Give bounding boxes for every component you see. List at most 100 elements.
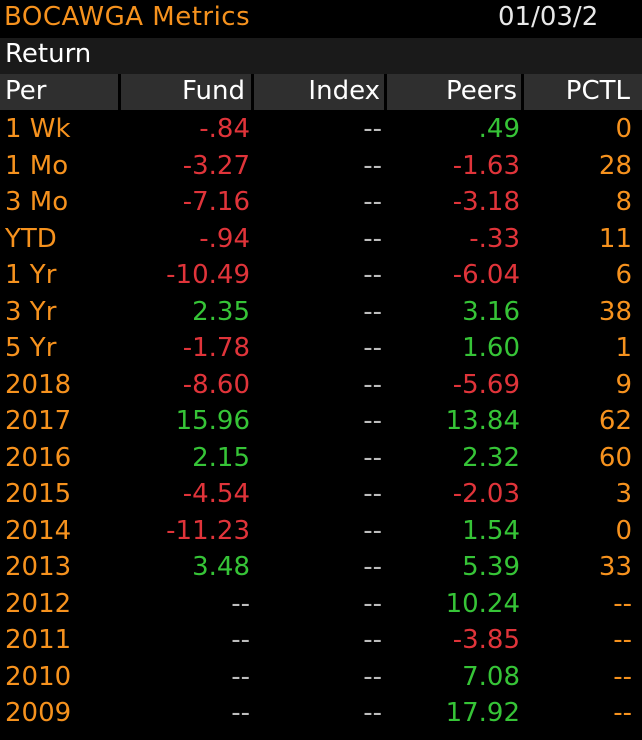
column-header-index[interactable]: Index (254, 74, 384, 110)
fund-cell: -.94 (199, 223, 250, 254)
table-row[interactable]: 2014 -11.23 -- 1.54 0 (0, 513, 642, 550)
per-cell: 2012 (5, 588, 72, 619)
per-cell: 2017 (5, 406, 72, 436)
index-cell: -- (363, 442, 382, 473)
per-cell: 3 Mo (5, 187, 69, 217)
index-cell: -- (363, 552, 382, 582)
index-cell: -- (363, 369, 382, 400)
index-cell: -- (363, 114, 382, 144)
per-cell: 1 Mo (5, 150, 69, 181)
column-header-pctl-label: PCTL (565, 76, 630, 106)
peers-cell: 13.84 (445, 406, 520, 436)
fund-cell: -3.27 (182, 150, 250, 181)
table-row[interactable]: 2011 -- -- -3.85 -- (0, 622, 642, 659)
index-cell: -- (363, 588, 382, 619)
peers-cell: -1.63 (452, 150, 520, 181)
table-row[interactable]: 2018 -8.60 -- -5.69 9 (0, 367, 642, 404)
pctl-cell: 38 (598, 296, 632, 327)
title-bar: BOCAWGA Metrics 01/03/2 (0, 0, 642, 38)
fund-cell: -1.78 (182, 333, 250, 363)
index-cell: -- (363, 150, 382, 181)
pctl-cell: 33 (598, 552, 632, 582)
fund-cell: 3.48 (192, 552, 250, 582)
peers-cell: 3.16 (462, 296, 520, 327)
table-row[interactable]: 5 Yr -1.78 -- 1.60 1 (0, 330, 642, 367)
peers-cell: .49 (478, 114, 520, 144)
per-cell: 2010 (5, 661, 72, 692)
peers-cell: 2.32 (462, 442, 520, 473)
table-row[interactable]: 2015 -4.54 -- -2.03 3 (0, 476, 642, 513)
fund-cell: 2.15 (192, 442, 250, 473)
table-row[interactable]: 2017 15.96 -- 13.84 62 (0, 403, 642, 440)
column-header-index-label: Index (308, 76, 380, 106)
peers-cell: 17.92 (445, 698, 520, 728)
table-row[interactable]: 2016 2.15 -- 2.32 60 (0, 440, 642, 477)
index-cell: -- (363, 223, 382, 254)
column-header-peers[interactable]: Peers (387, 74, 521, 110)
fund-cell: -- (231, 661, 250, 692)
index-cell: -- (363, 515, 382, 546)
fund-cell: -7.16 (182, 187, 250, 217)
pctl-cell: 0 (615, 114, 632, 144)
per-cell: 3 Yr (5, 296, 57, 327)
fund-cell: 15.96 (175, 406, 250, 436)
per-cell: 1 Wk (5, 114, 71, 144)
peers-cell: 1.60 (462, 333, 520, 363)
pctl-cell: 60 (598, 442, 632, 473)
window-title: BOCAWGA Metrics (4, 2, 251, 32)
pctl-cell: 6 (615, 260, 632, 290)
per-cell: 2014 (5, 515, 72, 546)
table-row[interactable]: YTD -.94 -- -.33 11 (0, 221, 642, 258)
index-cell: -- (363, 661, 382, 692)
table-row[interactable]: 2010 -- -- 7.08 -- (0, 659, 642, 696)
fund-cell: -- (231, 698, 250, 728)
per-cell: 2009 (5, 698, 72, 728)
per-cell: 2015 (5, 479, 72, 509)
pctl-cell: 11 (598, 223, 632, 254)
peers-cell: -3.85 (452, 625, 520, 655)
pctl-cell: -- (613, 661, 632, 692)
pctl-cell: 28 (598, 150, 632, 181)
table-row[interactable]: 1 Yr -10.49 -- -6.04 6 (0, 257, 642, 294)
index-cell: -- (363, 698, 382, 728)
column-header-pctl[interactable]: PCTL (524, 74, 642, 110)
pctl-cell: 9 (615, 369, 632, 400)
column-header-per[interactable]: Per (0, 74, 118, 110)
fund-cell: 2.35 (192, 296, 250, 327)
per-cell: 2011 (5, 625, 72, 655)
table-row[interactable]: 2013 3.48 -- 5.39 33 (0, 549, 642, 586)
index-cell: -- (363, 187, 382, 217)
index-cell: -- (363, 406, 382, 436)
table-row[interactable]: 3 Mo -7.16 -- -3.18 8 (0, 184, 642, 221)
pctl-cell: -- (613, 698, 632, 728)
fund-cell: -10.49 (166, 260, 250, 290)
date-label: 01/03/2 (498, 2, 599, 32)
per-cell: 2013 (5, 552, 72, 582)
index-cell: -- (363, 296, 382, 327)
per-cell: YTD (5, 223, 57, 254)
section-label: Return (5, 39, 92, 69)
index-cell: -- (363, 260, 382, 290)
pctl-cell: 1 (615, 333, 632, 363)
table-row[interactable]: 2012 -- -- 10.24 -- (0, 586, 642, 623)
fund-cell: -11.23 (166, 515, 250, 546)
pctl-cell: 3 (615, 479, 632, 509)
column-header-fund[interactable]: Fund (121, 74, 251, 110)
peers-cell: 5.39 (462, 552, 520, 582)
per-cell: 1 Yr (5, 260, 57, 290)
peers-cell: -2.03 (452, 479, 520, 509)
per-cell: 2018 (5, 369, 72, 400)
column-header-peers-label: Peers (446, 76, 517, 106)
pctl-cell: 8 (615, 187, 632, 217)
fund-cell: -4.54 (182, 479, 250, 509)
fund-cell: -.84 (199, 114, 250, 144)
fund-cell: -- (231, 588, 250, 619)
fund-cell: -- (231, 625, 250, 655)
column-header-per-label: Per (5, 76, 47, 106)
peers-cell: 10.24 (445, 588, 520, 619)
table-row[interactable]: 1 Mo -3.27 -- -1.63 28 (0, 148, 642, 185)
table-row[interactable]: 2009 -- -- 17.92 -- (0, 695, 642, 732)
table-row[interactable]: 3 Yr 2.35 -- 3.16 38 (0, 294, 642, 331)
table-row[interactable]: 1 Wk -.84 -- .49 0 (0, 111, 642, 148)
fund-cell: -8.60 (182, 369, 250, 400)
